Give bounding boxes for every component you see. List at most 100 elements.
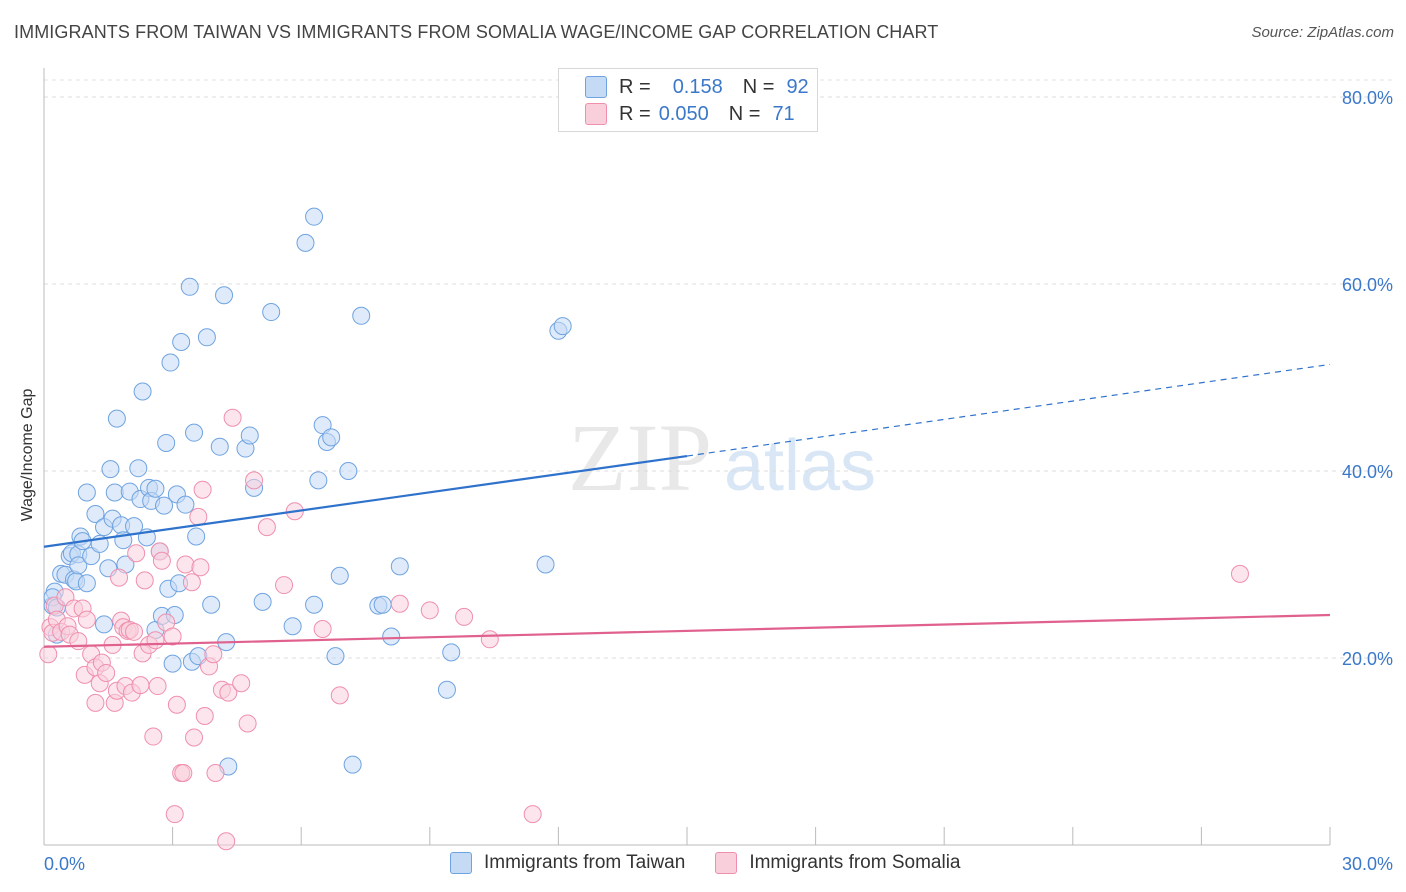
data-point-taiwan (343, 755, 362, 774)
stats-legend: R = 0.158 N = 92 R = 0.050 N = 71 (558, 68, 818, 132)
legend-item-somalia: Immigrants from Somalia (715, 852, 961, 874)
data-point-taiwan (161, 353, 180, 372)
data-point-taiwan (105, 483, 124, 502)
data-point-taiwan (107, 409, 126, 428)
data-point-taiwan (305, 207, 324, 226)
y-tick-label: 40.0% (1342, 462, 1393, 482)
data-point-somalia (313, 620, 332, 639)
y-tick-label: 80.0% (1342, 88, 1393, 108)
data-point-somalia (97, 663, 116, 682)
legend-n-label: N = (742, 75, 775, 98)
data-point-taiwan (77, 483, 96, 502)
data-point-somalia (39, 645, 58, 664)
trendline-taiwan (43, 454, 688, 548)
legend-label-taiwan: Immigrants from Taiwan (484, 852, 686, 873)
data-point-somalia (223, 408, 242, 427)
trendline-somalia (43, 613, 1331, 648)
legend-r-label: R = (619, 75, 651, 98)
data-point-taiwan (390, 557, 409, 576)
data-point-taiwan (82, 547, 101, 566)
legend-n-value: 92 (786, 75, 809, 98)
data-point-somalia (174, 764, 193, 783)
data-point-taiwan (210, 437, 229, 456)
data-point-somalia (77, 610, 96, 629)
data-point-taiwan (129, 459, 148, 478)
x-tick-label: 30.0% (1342, 854, 1393, 874)
y-tick-label: 60.0% (1342, 275, 1393, 295)
data-point-somalia (127, 544, 146, 563)
data-point-taiwan (437, 680, 456, 699)
data-point-taiwan (157, 433, 176, 452)
data-point-somalia (193, 480, 212, 499)
watermark-atlas: atlas (724, 426, 876, 506)
data-point-taiwan (197, 328, 216, 347)
data-point-taiwan (95, 615, 114, 634)
data-point-taiwan (352, 306, 371, 325)
legend-row-taiwan: R = 0.158 N = 92 (585, 74, 809, 100)
legend-swatch-somalia (585, 103, 607, 125)
data-point-taiwan (253, 592, 272, 611)
data-point-somalia (275, 576, 294, 595)
data-point-taiwan (146, 479, 165, 498)
data-point-somalia (185, 728, 204, 747)
data-point-somalia (131, 676, 150, 695)
source-note: Source: ZipAtlas.com (1251, 24, 1394, 41)
data-point-somalia (167, 695, 186, 714)
data-point-somalia (182, 573, 201, 592)
chart-title: IMMIGRANTS FROM TAIWAN VS IMMIGRANTS FRO… (14, 22, 939, 42)
data-point-somalia (152, 551, 171, 570)
data-point-somalia (165, 805, 184, 824)
legend-item-taiwan: Immigrants from Taiwan (450, 852, 685, 874)
data-point-somalia (390, 594, 409, 613)
data-point-taiwan (163, 654, 182, 673)
data-point-somalia (163, 627, 182, 646)
data-point-somalia (189, 507, 208, 526)
data-point-taiwan (187, 527, 206, 546)
data-point-taiwan (373, 595, 392, 614)
data-point-somalia (330, 686, 349, 705)
series-legend: Immigrants from Taiwan Immigrants from S… (450, 852, 991, 874)
legend-swatch-somalia (715, 852, 738, 874)
data-point-taiwan (69, 556, 88, 575)
data-point-taiwan (180, 277, 199, 296)
data-point-taiwan (322, 428, 341, 447)
data-point-taiwan (339, 462, 358, 480)
data-point-somalia (238, 714, 257, 733)
data-point-somalia (191, 558, 210, 577)
data-point-somalia (176, 555, 195, 574)
data-point-somalia (110, 568, 129, 587)
data-point-somalia (195, 706, 214, 725)
data-point-taiwan (283, 617, 302, 636)
data-point-taiwan (86, 505, 105, 524)
data-point-taiwan (330, 566, 349, 585)
legend-row-somalia: R = 0.050 N = 71 (585, 101, 795, 127)
trendline-taiwan-extrapolated (686, 363, 1331, 457)
data-point-somalia (420, 601, 439, 620)
data-point-somalia (204, 645, 223, 664)
data-point-somalia (146, 631, 165, 650)
data-point-taiwan (176, 495, 195, 514)
legend-n-label: N = (728, 102, 761, 125)
data-point-taiwan (202, 595, 221, 614)
data-point-somalia (135, 571, 154, 590)
legend-swatch-taiwan (585, 76, 607, 98)
data-point-taiwan (536, 555, 555, 574)
data-point-somalia (232, 674, 251, 693)
legend-label-somalia: Immigrants from Somalia (749, 852, 961, 873)
data-point-taiwan (240, 426, 259, 445)
data-point-taiwan (313, 416, 332, 435)
data-point-somalia (206, 764, 225, 783)
data-point-somalia (480, 630, 499, 649)
legend-r-label: R = (619, 102, 651, 125)
data-point-somalia (217, 832, 236, 851)
data-point-somalia (257, 518, 276, 537)
data-point-taiwan (215, 286, 234, 305)
data-point-somalia (523, 805, 542, 824)
data-point-somalia (245, 471, 264, 490)
y-tick-label: 20.0% (1342, 649, 1393, 669)
data-point-somalia (125, 622, 144, 641)
data-point-taiwan (442, 643, 461, 662)
data-point-taiwan (172, 332, 191, 351)
data-point-somalia (455, 607, 474, 626)
data-point-taiwan (382, 627, 401, 646)
